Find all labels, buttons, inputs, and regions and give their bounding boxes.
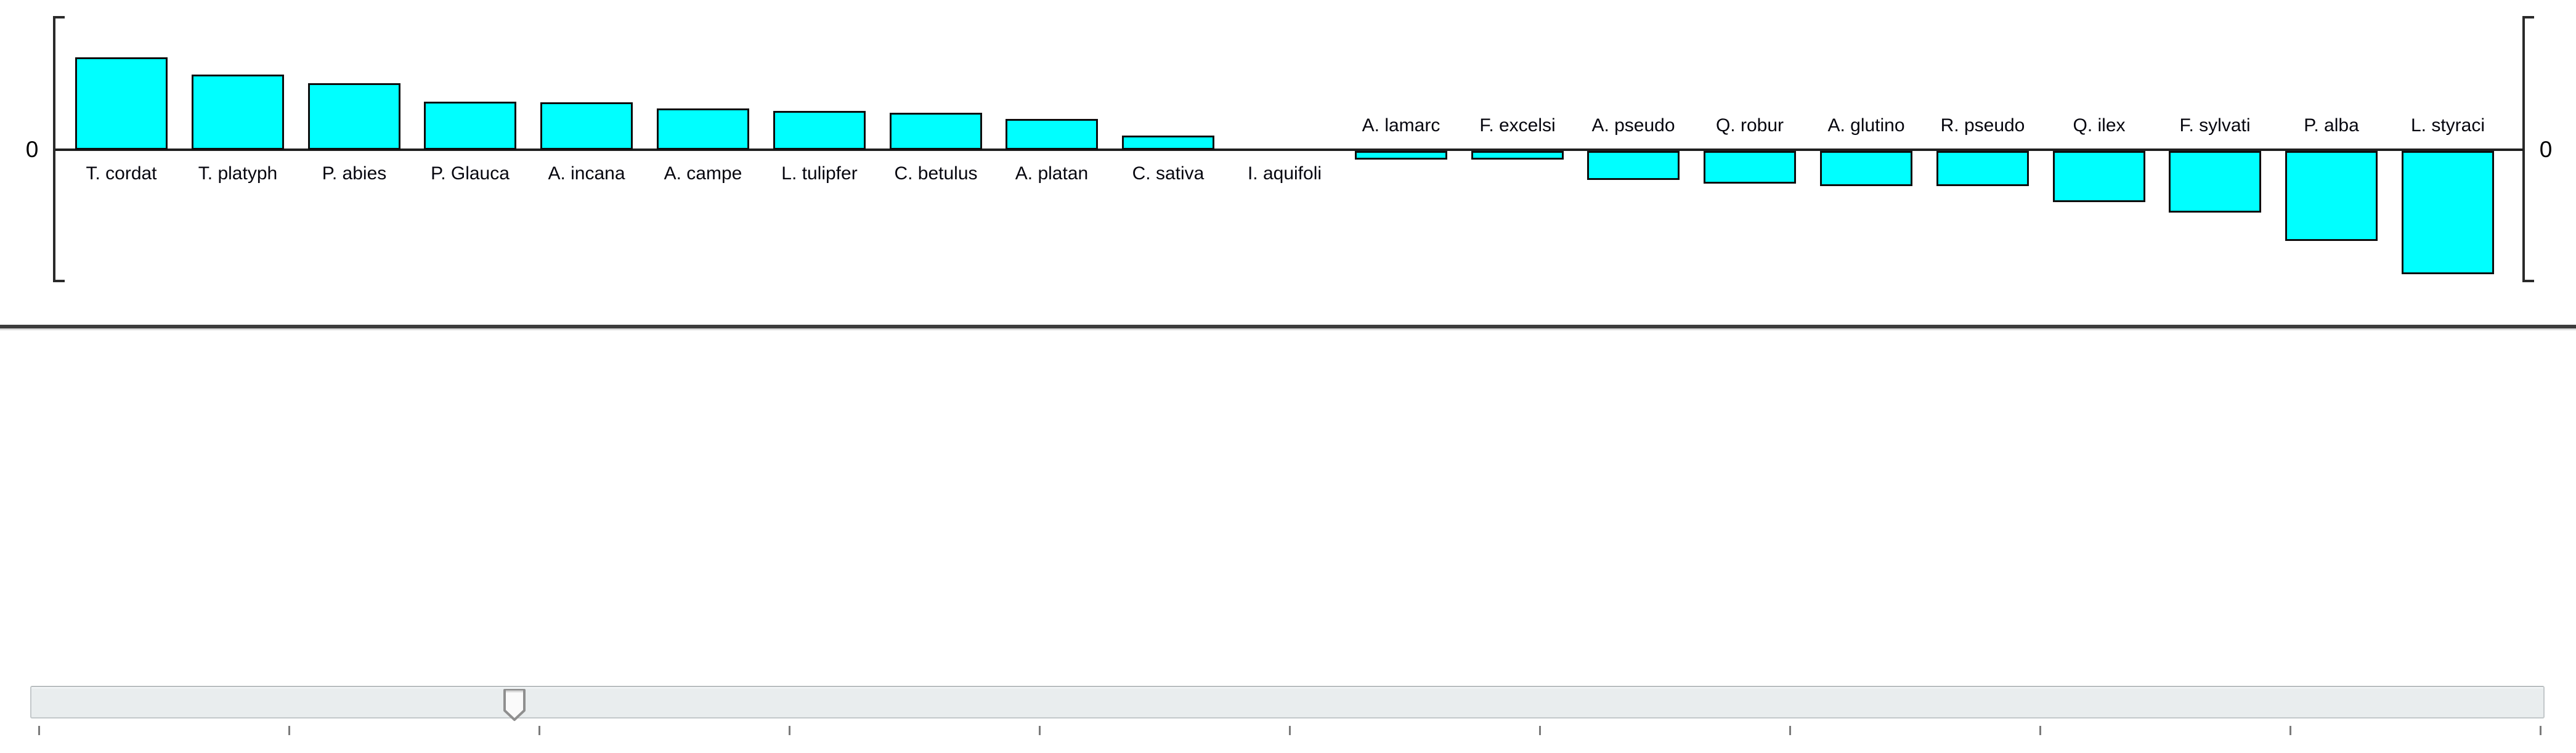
weight-slider-track[interactable] bbox=[30, 686, 2545, 718]
slider-tick bbox=[1039, 726, 1041, 735]
species-bar-p-alba bbox=[2285, 151, 2378, 241]
species-bar-q-ilex bbox=[2053, 151, 2145, 202]
slider-tick bbox=[2039, 726, 2041, 735]
species-label: A. lamarc bbox=[1362, 115, 1440, 136]
species-label: C. betulus bbox=[894, 163, 978, 184]
species-label: T. platyph bbox=[198, 163, 278, 184]
species-label: A. campe bbox=[664, 163, 742, 184]
species-label: A. pseudo bbox=[1591, 115, 1675, 136]
species-label: A. platan bbox=[1015, 163, 1089, 184]
slider-tick bbox=[1289, 726, 1291, 735]
species-bar-p-abies bbox=[308, 83, 400, 150]
species-bar-q-robur bbox=[1704, 151, 1796, 184]
species-label: P. abies bbox=[322, 163, 387, 184]
species-label: Q. robur bbox=[1715, 115, 1784, 136]
species-label: A. incana bbox=[548, 163, 625, 184]
panel-divider-highlight bbox=[0, 328, 2576, 330]
weights-chart-panel: 6%HD6%DT6%DS19%AL19%BVOC19%PM6%Na-In6%Bi… bbox=[0, 330, 2576, 675]
species-bar-t-platyph bbox=[192, 75, 284, 150]
weight-slider-thumb[interactable] bbox=[503, 688, 526, 722]
species-chart-panel: 0 0 T. cordat T. platyph P. abies P. Glauca… bbox=[0, 0, 2576, 325]
slider-tick bbox=[1539, 726, 1541, 735]
slider-tick bbox=[288, 726, 290, 735]
slider-tick bbox=[2540, 726, 2541, 735]
species-label: Q. ilex bbox=[2073, 115, 2126, 136]
left-axis-bracket-top-serif bbox=[53, 16, 65, 18]
slider-tick bbox=[1789, 726, 1791, 735]
species-label: R. pseudo bbox=[1940, 115, 2025, 136]
species-bar-c-sativa bbox=[1122, 136, 1214, 150]
species-label: F. excelsi bbox=[1479, 115, 1556, 136]
slider-tick bbox=[538, 726, 540, 735]
species-bar-r-pseudo bbox=[1936, 151, 2029, 186]
right-axis-bracket-top-serif bbox=[2522, 16, 2534, 18]
slider-tick bbox=[38, 726, 40, 735]
slider-tick bbox=[789, 726, 790, 735]
species-label: I. aquifoli bbox=[1247, 163, 1322, 184]
left-axis-bracket-bottom-serif bbox=[53, 280, 65, 282]
species-label: L. tulipfer bbox=[781, 163, 858, 184]
species-bar-a-lamarc bbox=[1355, 151, 1447, 160]
species-bar-f-sylvati bbox=[2169, 151, 2261, 213]
species-bars: T. cordat T. platyph P. abies P. Glauca A. i… bbox=[0, 0, 2576, 325]
right-axis-bracket bbox=[2522, 16, 2525, 282]
species-bar-a-glutino bbox=[1820, 151, 1912, 186]
species-zero-axis bbox=[55, 149, 2524, 151]
species-bar-f-excelsi bbox=[1471, 151, 1564, 160]
left-axis-bracket bbox=[53, 16, 55, 282]
right-axis-bracket-bottom-serif bbox=[2522, 280, 2534, 282]
slider-tick bbox=[2290, 726, 2291, 735]
species-label: P. Glauca bbox=[431, 163, 510, 184]
species-label: P. alba bbox=[2304, 115, 2359, 136]
species-bar-c-betulus bbox=[890, 113, 982, 150]
species-bar-l-styraci bbox=[2402, 151, 2494, 274]
zero-tick-label-left: 0 bbox=[25, 137, 39, 162]
species-label: T. cordat bbox=[86, 163, 157, 184]
species-bar-a-campe bbox=[657, 108, 749, 150]
species-bar-a-incana bbox=[540, 102, 633, 150]
species-label: L. styraci bbox=[2410, 115, 2485, 136]
species-label: C. sativa bbox=[1132, 163, 1205, 184]
species-bar-l-tulipfer bbox=[773, 111, 866, 150]
zero-tick-label-right: 0 bbox=[2539, 137, 2553, 162]
species-bar-a-pseudo bbox=[1587, 151, 1680, 180]
species-bar-a-platan bbox=[1006, 119, 1098, 150]
species-label: F. sylvati bbox=[2179, 115, 2251, 136]
species-bar-t-cordat bbox=[75, 57, 168, 150]
species-label: A. glutino bbox=[1827, 115, 1905, 136]
panel-divider bbox=[0, 325, 2576, 328]
species-bar-p-glauca bbox=[424, 102, 516, 150]
